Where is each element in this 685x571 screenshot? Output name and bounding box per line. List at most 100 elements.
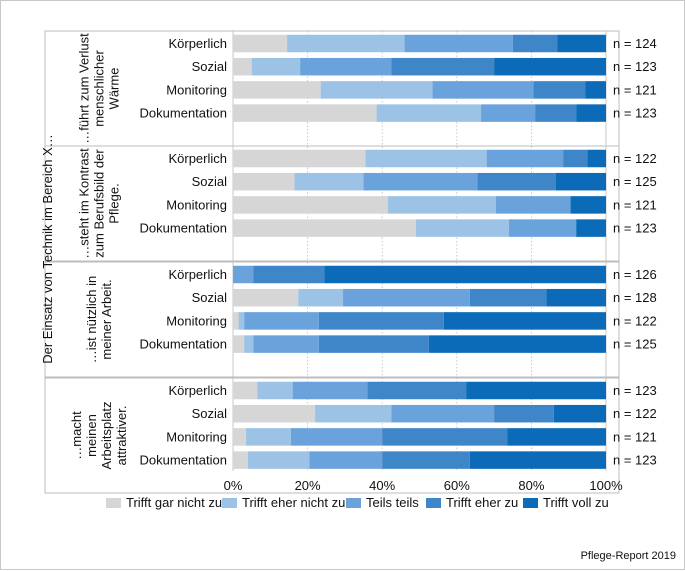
category-label: Sozial <box>192 406 228 421</box>
bar-segment <box>233 428 247 446</box>
bar-segment <box>233 81 321 99</box>
legend-label: Trifft eher nicht zu <box>242 495 345 510</box>
group-label-line: attraktiver. <box>114 406 129 466</box>
group-label-line: Pflege. <box>107 183 122 223</box>
group-label-2: …steht im Kontrastzum Berufsbild derPfle… <box>77 148 122 259</box>
bar-segment <box>557 34 606 53</box>
bar-segment <box>576 104 606 122</box>
bar-segment <box>233 219 416 237</box>
group-label-4: …machtmeinenArbeitsplatzattraktiver. <box>69 402 129 470</box>
legend-label: Trifft voll zu <box>543 495 609 510</box>
x-tick-label: 60% <box>444 478 470 493</box>
group-label-line: meiner Arbeit. <box>99 279 114 359</box>
outer-axis-label: Der Einsatz von Technik im Bereich X… <box>40 134 55 364</box>
bar-segment <box>251 57 301 76</box>
bar-segment <box>387 196 496 214</box>
bar-segment <box>481 104 536 122</box>
n-label: n = 123 <box>613 383 657 398</box>
bar-segment <box>292 381 368 400</box>
bar-segment <box>415 219 510 237</box>
category-label: Sozial <box>192 174 228 189</box>
legend-swatch <box>523 498 538 508</box>
category-label: Körperlich <box>168 267 227 282</box>
category-label: Dokumentation <box>140 106 227 121</box>
bar-segment <box>469 288 547 307</box>
n-label: n = 128 <box>613 290 657 305</box>
bar-segment <box>244 312 319 330</box>
bar-segment <box>365 149 487 168</box>
bar-segment <box>553 404 606 423</box>
legend-swatch <box>222 498 237 508</box>
x-tick-label: 0% <box>224 478 243 493</box>
group-label-line: meinen <box>84 414 99 457</box>
bar-segment <box>233 34 288 53</box>
bar-segment <box>233 335 245 353</box>
group-label-line: …führt zum Verlust <box>77 33 92 144</box>
bar-segment <box>367 381 467 400</box>
bar-segment <box>253 265 325 284</box>
legend-swatch <box>106 498 121 508</box>
bar-segment <box>391 57 495 76</box>
bar-segment <box>466 381 606 400</box>
bar-segment <box>233 57 252 76</box>
bar-segment <box>432 81 534 99</box>
category-label: Monitoring <box>166 429 227 444</box>
bar-segment <box>512 34 558 53</box>
group-label-line: …ist nützlich in <box>84 276 99 363</box>
bar-segment <box>309 451 383 469</box>
bar-segment <box>570 196 606 214</box>
bar-segment <box>318 312 444 330</box>
bar-segment <box>315 404 392 423</box>
bar-segment <box>233 149 366 168</box>
bar-segment <box>469 451 606 469</box>
bar-segment <box>576 219 606 237</box>
bar-segment <box>246 428 291 446</box>
bar-segment <box>382 451 470 469</box>
bar-segment <box>320 81 433 99</box>
bar-segment <box>535 104 577 122</box>
x-tick-label: 100% <box>589 478 623 493</box>
x-tick-label: 80% <box>518 478 544 493</box>
bar-segment <box>391 404 495 423</box>
bar-segment <box>507 428 606 446</box>
category-label: Körperlich <box>168 151 227 166</box>
group-label-line: Arbeitsplatz <box>99 402 114 470</box>
n-label: n = 125 <box>613 337 657 352</box>
legend-swatch <box>346 498 361 508</box>
group-box-2 <box>44 145 620 262</box>
legend-label: Trifft gar nicht zu <box>126 495 222 510</box>
n-label: n = 123 <box>613 106 657 121</box>
bar-segment <box>233 404 316 423</box>
group-label-line: zum Berufsbild der <box>92 149 107 258</box>
bar-segment <box>404 34 513 53</box>
bar-segment <box>233 312 239 330</box>
bar-segment <box>494 404 554 423</box>
group-label-line: menschlicher <box>92 50 107 127</box>
bar-segment <box>233 172 295 191</box>
n-label: n = 126 <box>613 267 657 282</box>
bar-segment <box>382 428 508 446</box>
group-label-3: …ist nützlich inmeiner Arbeit. <box>84 276 114 363</box>
bar-segment <box>555 172 606 191</box>
n-label: n = 121 <box>613 429 657 444</box>
bar-segment <box>233 104 377 122</box>
bar-segment <box>477 172 556 191</box>
n-label: n = 124 <box>613 36 657 51</box>
bar-segment <box>257 381 293 400</box>
group-box-4 <box>44 377 620 494</box>
bar-segment <box>563 149 588 168</box>
group-box-3 <box>44 261 620 378</box>
bar-segment <box>247 451 310 469</box>
category-label: Dokumentation <box>140 337 227 352</box>
bar-segment <box>587 149 606 168</box>
n-label: n = 123 <box>613 453 657 468</box>
bar-segment <box>324 265 606 284</box>
bar-segment <box>233 265 254 284</box>
n-label: n = 123 <box>613 221 657 236</box>
bar-segment <box>233 196 388 214</box>
bar-segment <box>233 451 248 469</box>
bar-segment <box>290 428 383 446</box>
category-label: Monitoring <box>166 197 227 212</box>
group-label-line: …steht im Kontrast <box>77 148 92 259</box>
bar-segment <box>300 57 392 76</box>
